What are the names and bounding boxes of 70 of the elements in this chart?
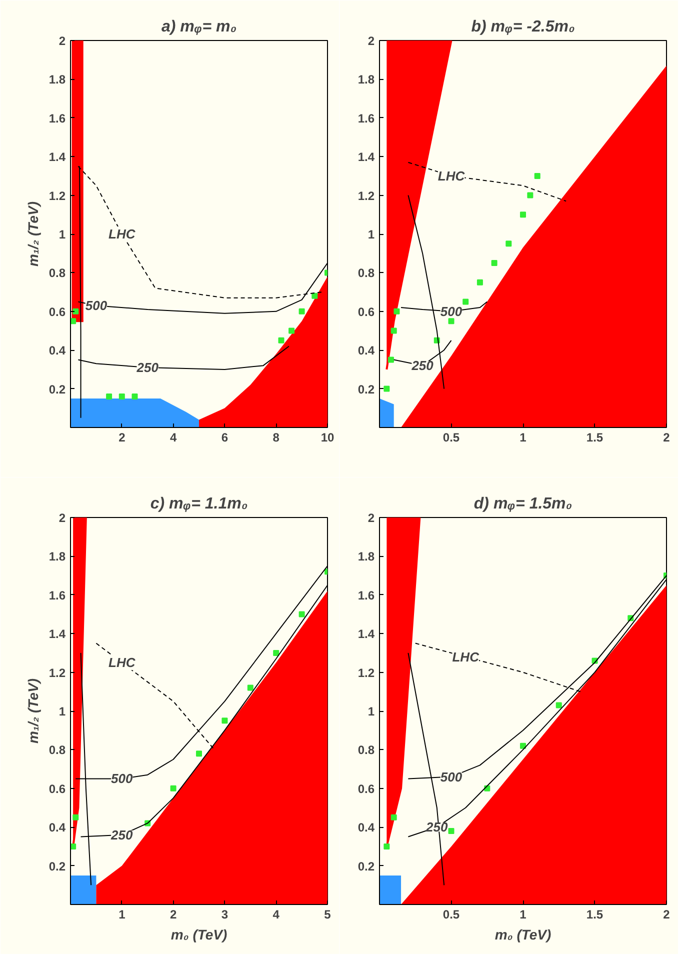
y-tick-label: 1.6	[48, 588, 66, 602]
x-tick-label: 1	[520, 908, 527, 922]
y-tick-label: 2	[58, 511, 66, 525]
y-tick-label: 0.8	[358, 743, 375, 758]
y-tick-label: 0.4	[358, 820, 375, 835]
x-tick-label: 6	[221, 430, 228, 444]
y-tick-label: 0.2	[48, 859, 66, 874]
y-tick-label: 0.2	[358, 382, 375, 396]
y-tick-label: 0.6	[358, 304, 375, 319]
annotation: LHC	[108, 655, 136, 670]
x-tick-label: 1.5	[586, 908, 604, 922]
x-tick-label: 2	[663, 908, 670, 922]
x-axis-title: m₀ (TeV)	[494, 926, 552, 942]
y-tick-label: 0.8	[48, 743, 66, 758]
chart-title: d) mᵩ= 1.5m₀	[474, 496, 572, 512]
y-tick-label: 1.6	[358, 111, 375, 126]
x-tick-label: 2	[663, 430, 670, 444]
y-tick-label: 0.4	[358, 344, 375, 358]
y-tick-label: 1.8	[358, 72, 375, 87]
y-tick-label: 1.8	[358, 550, 375, 564]
y-tick-label: 1.2	[358, 188, 375, 203]
x-tick-label: 1	[118, 908, 126, 922]
x-tick-label: 5	[324, 908, 332, 922]
y-tick-label: 0.8	[48, 266, 66, 280]
y-tick-label: 1.6	[358, 588, 375, 602]
y-tick-label: 2	[368, 511, 375, 525]
y-tick-label: 1.2	[48, 666, 66, 680]
y-tick-label: 1.4	[48, 150, 66, 164]
y-tick-label: 1.4	[358, 150, 375, 164]
chart-title: b) mᵩ= -2.5m₀	[471, 18, 575, 36]
y-tick-label: 1	[368, 228, 375, 242]
y-tick-label: 1.4	[48, 627, 66, 642]
x-tick-label: 10	[320, 430, 334, 444]
x-axis-title: m₀ (TeV)	[170, 926, 228, 942]
y-tick-label: 0.8	[358, 266, 375, 280]
x-tick-label: 0.5	[442, 430, 460, 444]
x-tick-label: 2	[118, 430, 126, 444]
x-tick-label: 4	[170, 430, 177, 444]
y-tick-label: 1	[58, 704, 66, 718]
y-tick-label: 1.8	[48, 550, 66, 564]
y-tick-label: 0.4	[48, 820, 66, 835]
y-tick-label: 0.6	[358, 782, 375, 796]
y-axis-title: m₁/₂ (TeV)	[24, 201, 41, 266]
y-axis-title: m₁/₂ (TeV)	[24, 678, 41, 744]
x-tick-label: 8	[272, 430, 280, 444]
chart-title: c) mᵩ= 1.1m₀	[150, 496, 248, 512]
y-tick-label: 0.2	[358, 859, 375, 874]
y-tick-label: 1	[58, 228, 66, 242]
x-tick-label: 2	[170, 908, 177, 922]
y-tick-label: 2	[58, 34, 66, 48]
x-tick-label: 1	[520, 430, 527, 444]
y-tick-label: 1.2	[358, 666, 375, 680]
y-tick-label: 0.4	[48, 344, 66, 358]
annotation: LHC	[438, 168, 466, 184]
y-tick-label: 1.6	[48, 111, 66, 126]
y-tick-label: 1	[368, 704, 375, 718]
y-tick-label: 0.2	[48, 382, 66, 396]
x-tick-label: 4	[272, 908, 280, 922]
x-tick-label: 0.5	[442, 908, 460, 922]
y-tick-label: 0.6	[48, 304, 66, 319]
y-tick-label: 1.4	[358, 627, 375, 642]
y-tick-label: 1.8	[48, 72, 66, 87]
annotation: LHC	[108, 226, 136, 242]
x-tick-label: 3	[221, 908, 228, 922]
x-tick-label: 1.5	[586, 430, 604, 444]
y-tick-label: 0.6	[48, 782, 66, 796]
y-tick-label: 1.2	[48, 188, 66, 203]
chart-title: a) mᵩ= m₀	[161, 18, 237, 36]
annotation: LHC	[452, 649, 480, 664]
y-tick-label: 2	[368, 34, 375, 48]
